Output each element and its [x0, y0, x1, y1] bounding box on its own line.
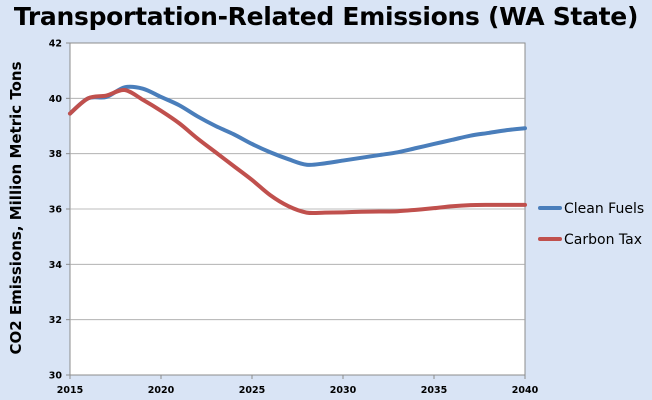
x-tick-label: 2020: [148, 385, 175, 396]
y-tick-label: 36: [49, 205, 63, 216]
y-tick-label: 42: [49, 39, 62, 50]
y-tick-label: 40: [49, 94, 63, 105]
y-tick-label: 34: [49, 260, 63, 271]
x-tick-label: 2035: [421, 385, 447, 396]
chart-title: Transportation-Related Emissions (WA Sta…: [13, 2, 639, 31]
y-tick-label: 30: [49, 371, 63, 382]
legend-label: Clean Fuels: [564, 201, 644, 217]
y-tick-label: 38: [49, 149, 63, 160]
legend-label: Carbon Tax: [564, 232, 642, 248]
x-tick-label: 2030: [330, 385, 357, 396]
x-tick-label: 2025: [239, 385, 265, 396]
x-tick-label: 2015: [57, 385, 83, 396]
series-line-clean-fuels: [68, 84, 527, 167]
x-tick-label: 2040: [512, 385, 539, 396]
series-line-carbon-tax: [68, 88, 527, 216]
y-tick-label: 32: [49, 315, 62, 326]
